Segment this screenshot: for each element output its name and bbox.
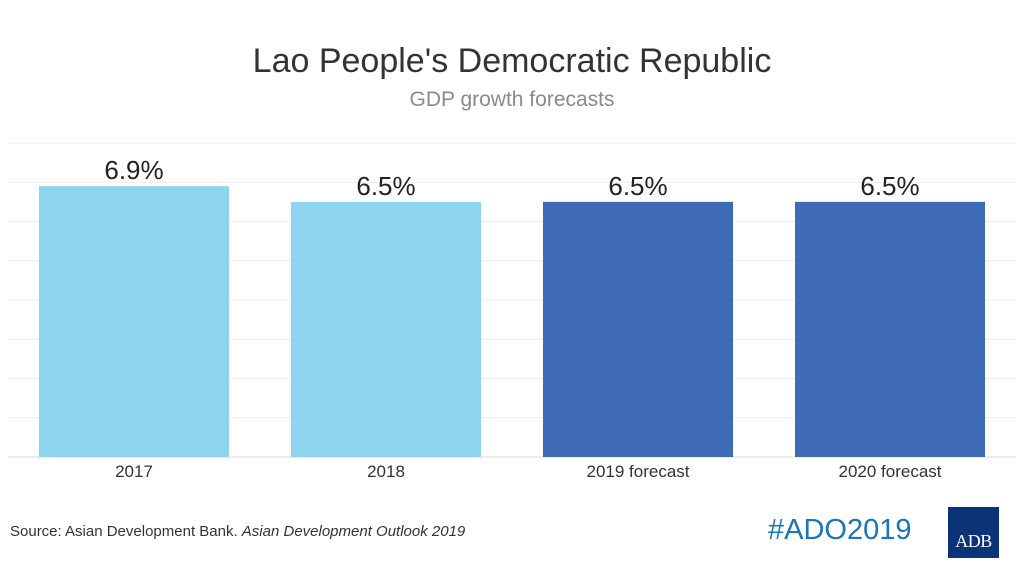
- bars: [39, 186, 985, 458]
- x-tick-label: 2017: [115, 462, 153, 481]
- bar-2019-forecast[interactable]: [543, 201, 733, 457]
- adb-logo-text: ADB: [955, 531, 992, 551]
- value-label: 6.5%: [356, 171, 415, 201]
- chart-subtitle: GDP growth forecasts: [409, 88, 615, 111]
- source-note: Source: Asian Development Bank. Asian De…: [10, 523, 465, 540]
- chart-title: Lao People's Democratic Republic: [252, 42, 772, 80]
- hashtag[interactable]: #ADO2019: [768, 514, 912, 546]
- value-label: 6.9%: [104, 155, 163, 185]
- bar-2020-forecast[interactable]: [795, 201, 985, 457]
- source-title: Asian Development Outlook 2019: [241, 523, 466, 540]
- x-tick-label: 2019 forecast: [586, 462, 689, 481]
- value-labels: 6.9% 6.5% 6.5% 6.5%: [104, 155, 919, 201]
- value-label: 6.5%: [860, 171, 919, 201]
- source-prefix: Source: Asian Development Bank.: [10, 523, 242, 540]
- bar-2018[interactable]: [291, 201, 481, 457]
- x-tick-label: 2020 forecast: [838, 462, 941, 481]
- adb-logo: ADB: [948, 507, 999, 558]
- bar-2017[interactable]: [39, 186, 229, 458]
- x-tick-label: 2018: [367, 462, 405, 481]
- x-tick-labels: 2017 2018 2019 forecast 2020 forecast: [115, 462, 942, 481]
- value-label: 6.5%: [608, 171, 667, 201]
